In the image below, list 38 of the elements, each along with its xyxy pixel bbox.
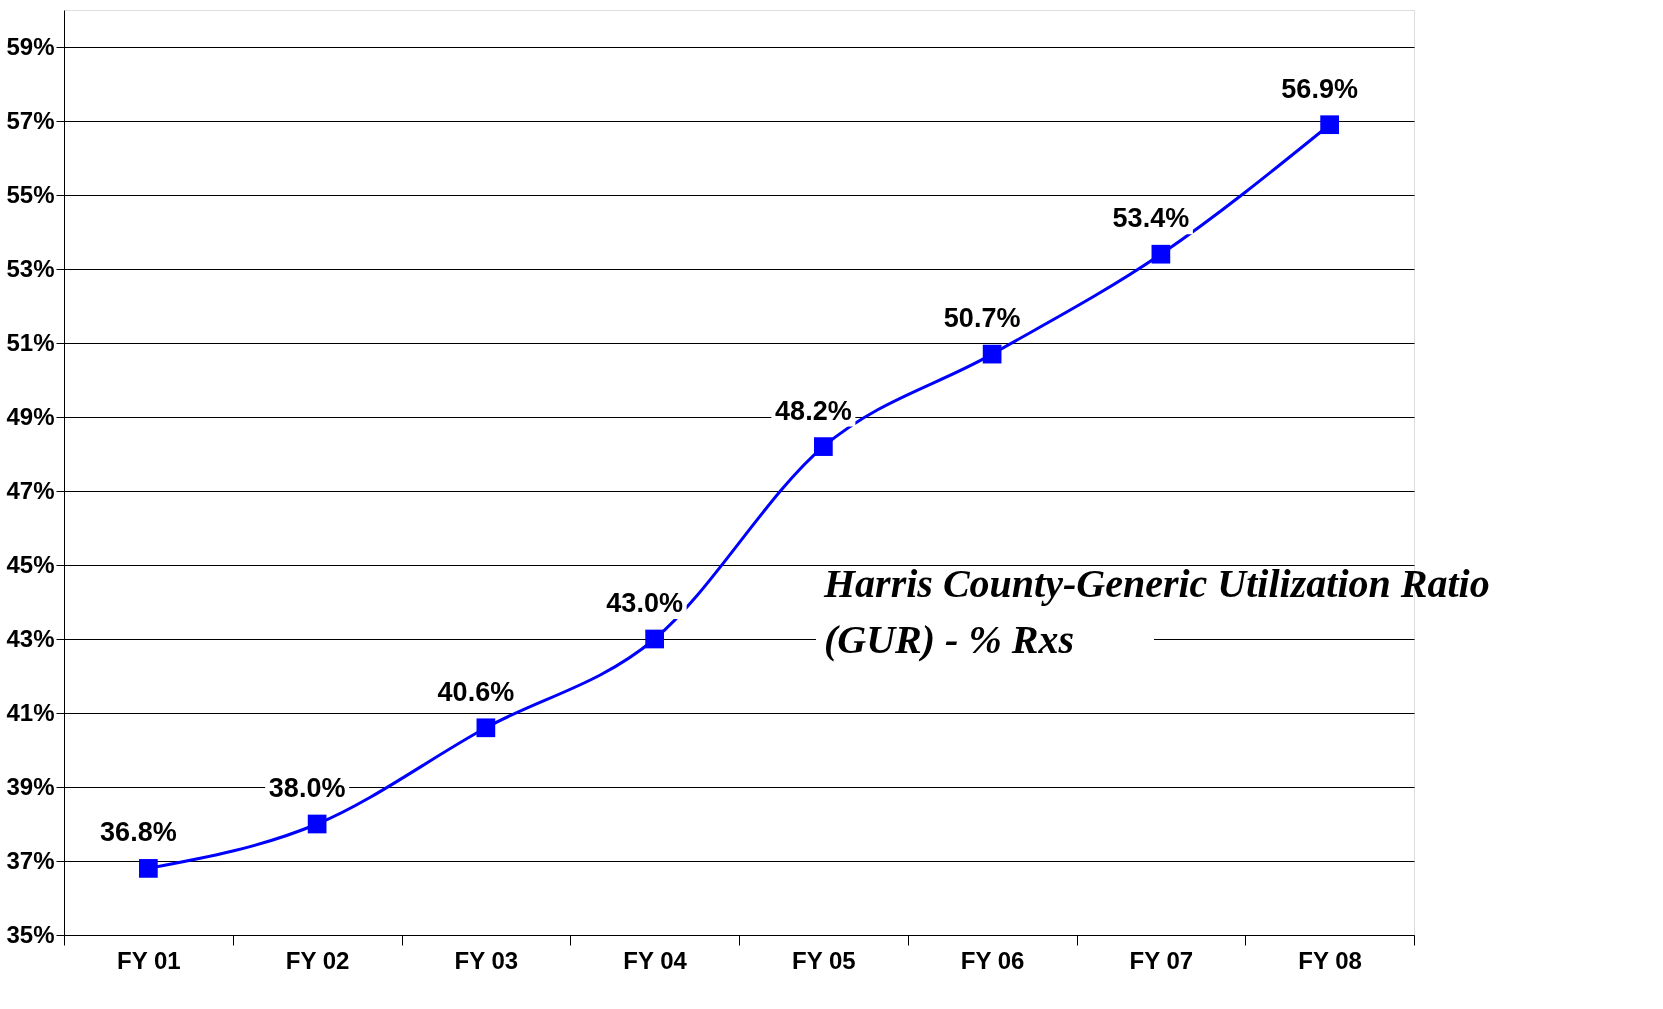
x-tick-label: FY 01 bbox=[117, 946, 181, 974]
y-tick-label: 41% bbox=[6, 698, 55, 726]
y-tick-label: 51% bbox=[6, 328, 55, 356]
text: 50.7% bbox=[943, 303, 1021, 334]
text: 40.6% bbox=[437, 676, 515, 707]
y-tick-label: 45% bbox=[6, 550, 55, 578]
x-tick-label: FY 07 bbox=[1129, 946, 1194, 974]
y-tick-label: 55% bbox=[6, 180, 55, 208]
x-tick-label: FY 04 bbox=[623, 946, 688, 974]
text: Harris County-Generic Utilization Ratio (GUR) - % Rxs bbox=[823, 561, 1490, 662]
y-tick-label: 43% bbox=[6, 624, 55, 652]
y-tick-label: 49% bbox=[6, 402, 55, 430]
y-tick-label: 37% bbox=[6, 846, 55, 874]
point bbox=[307, 814, 327, 834]
text: 36.8% bbox=[100, 817, 177, 848]
point bbox=[139, 859, 158, 878]
y-tick-label: 39% bbox=[6, 772, 55, 800]
y-tick-label: 59% bbox=[6, 32, 55, 60]
text: 38.0% bbox=[268, 773, 346, 803]
y-tick-label: 53% bbox=[6, 254, 55, 282]
point bbox=[1151, 244, 1171, 264]
text: 48.2% bbox=[775, 395, 852, 426]
x-tick-label: FY 02 bbox=[285, 946, 350, 974]
text: 43.0% bbox=[606, 588, 683, 618]
point bbox=[814, 437, 833, 456]
y-tick-label: 57% bbox=[6, 106, 55, 134]
point bbox=[645, 629, 664, 649]
x-tick-label: FY 08 bbox=[1298, 946, 1362, 974]
point bbox=[982, 344, 1002, 364]
x-tick-label: FY 06 bbox=[960, 946, 1025, 974]
y-tick-label: 35% bbox=[6, 920, 55, 948]
x-tick-label: FY 05 bbox=[792, 946, 856, 974]
point bbox=[1320, 115, 1339, 135]
text: 53.4% bbox=[1112, 203, 1190, 234]
text: 56.9% bbox=[1281, 73, 1358, 104]
point bbox=[476, 718, 496, 738]
y-tick-label: 47% bbox=[6, 476, 55, 504]
x-tick-label: FY 03 bbox=[454, 946, 519, 974]
